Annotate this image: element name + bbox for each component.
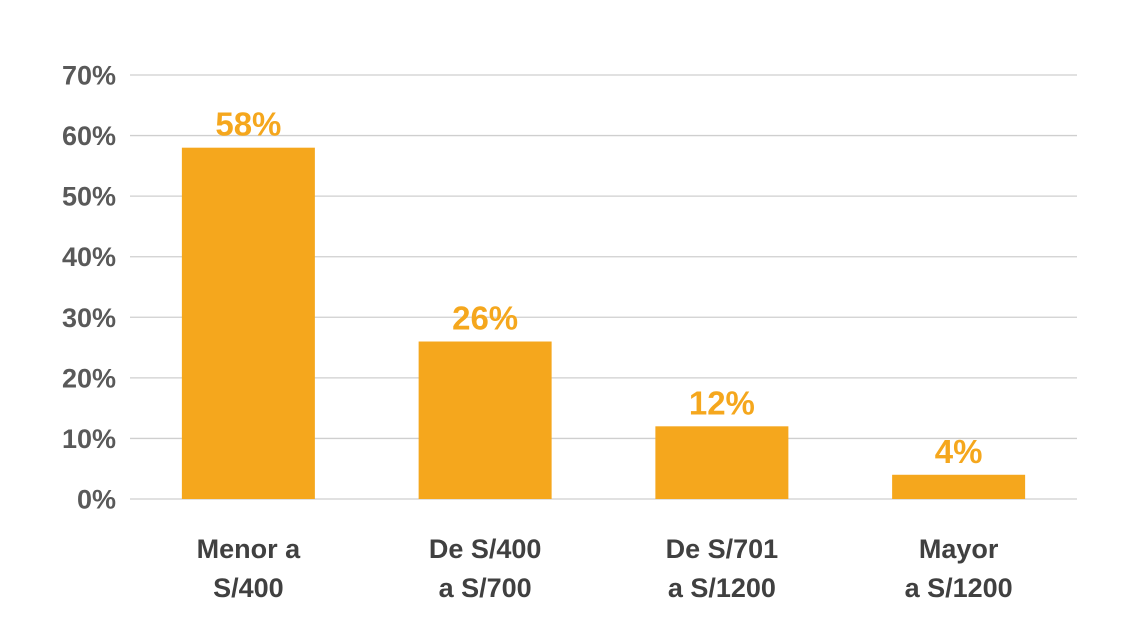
y-tick-label: 20%	[62, 363, 116, 393]
bar	[418, 341, 552, 499]
y-tick-label: 10%	[62, 424, 116, 454]
data-label: 58%	[215, 106, 281, 143]
data-labels: 58% 26% 12% 4%	[215, 106, 982, 470]
x-category-label-line: S/400	[213, 573, 284, 603]
data-label: 4%	[935, 433, 983, 470]
x-category-label-line: a S/1200	[668, 573, 776, 603]
x-category-label: Mayor a S/1200	[905, 534, 1013, 603]
x-category-label-line: Menor a	[197, 534, 302, 564]
x-category-label-line: a S/1200	[905, 573, 1013, 603]
y-tick-label: 40%	[62, 242, 116, 272]
x-category-label-line: Mayor	[919, 534, 999, 564]
bar	[181, 147, 315, 499]
y-tick-label: 60%	[62, 121, 116, 151]
y-tick-label: 50%	[62, 182, 116, 212]
data-label: 26%	[452, 300, 518, 337]
x-axis-category-labels: Menor a S/400 De S/400 a S/700 De S/701 a S/1…	[197, 534, 1013, 603]
x-category-label: Menor a S/400	[197, 534, 302, 603]
x-category-label-line: De S/701	[666, 534, 779, 564]
x-category-label: De S/701 a S/1200	[666, 534, 779, 603]
y-axis-tick-labels: 0% 10% 20% 30% 40% 50% 60% 70%	[62, 61, 116, 515]
y-tick-label: 30%	[62, 303, 116, 333]
x-category-label: De S/400 a S/700	[429, 534, 542, 603]
bars	[181, 147, 1026, 499]
y-tick-label: 0%	[77, 485, 116, 515]
x-category-label-line: a S/700	[439, 573, 532, 603]
x-category-label-line: De S/400	[429, 534, 542, 564]
bar	[655, 426, 789, 499]
y-tick-label: 70%	[62, 61, 116, 91]
data-label: 12%	[689, 384, 755, 421]
bar	[892, 474, 1026, 499]
